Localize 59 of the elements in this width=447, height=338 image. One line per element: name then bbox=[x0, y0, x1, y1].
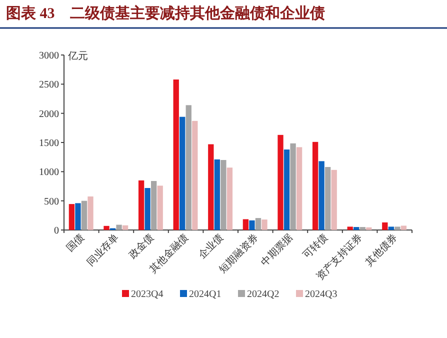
y-tick-label: 0 bbox=[54, 226, 59, 236]
bar bbox=[88, 196, 94, 230]
bar bbox=[382, 222, 388, 230]
bar bbox=[208, 144, 214, 230]
legend-label: 2024Q3 bbox=[305, 289, 338, 300]
bar bbox=[388, 226, 394, 230]
chart-title: 图表 43 二级债基主要减持其他金融债和企业债 bbox=[6, 4, 325, 22]
bar bbox=[138, 180, 144, 230]
bar bbox=[296, 147, 302, 230]
bar bbox=[242, 219, 249, 230]
legend-label: 2024Q2 bbox=[247, 289, 280, 300]
bar bbox=[226, 168, 233, 230]
bar bbox=[104, 226, 110, 230]
bar bbox=[278, 134, 284, 230]
x-tick-label: 其他债券 bbox=[362, 232, 400, 268]
y-tick-label: 2500 bbox=[39, 80, 59, 91]
x-tick-label: 国债 bbox=[64, 232, 87, 254]
bar bbox=[81, 200, 88, 230]
bar bbox=[366, 227, 372, 230]
y-tick-label: 500 bbox=[44, 196, 59, 208]
bar bbox=[68, 204, 75, 230]
bar bbox=[347, 226, 353, 230]
bar bbox=[116, 224, 122, 230]
bar bbox=[284, 150, 290, 230]
bar bbox=[186, 105, 192, 230]
bar bbox=[290, 143, 296, 230]
y-axis-title: 亿元 bbox=[67, 51, 88, 62]
bar bbox=[354, 227, 360, 230]
bar bbox=[173, 80, 179, 230]
y-tick-label: 1500 bbox=[39, 138, 59, 149]
bar bbox=[400, 226, 407, 230]
bar bbox=[249, 220, 255, 230]
bar bbox=[220, 160, 226, 230]
x-tick-label: 中期票据 bbox=[258, 232, 296, 268]
bar bbox=[214, 159, 220, 230]
legend-label: 2023Q4 bbox=[131, 289, 164, 300]
bar bbox=[157, 186, 163, 230]
bar bbox=[325, 167, 331, 230]
bar bbox=[312, 142, 318, 230]
x-tick-label: 企业债 bbox=[196, 232, 226, 262]
x-tick-label: 可转债 bbox=[300, 232, 330, 262]
bar bbox=[318, 161, 324, 230]
bar bbox=[75, 203, 81, 230]
bar bbox=[192, 120, 198, 230]
bar bbox=[255, 218, 262, 230]
legend-label: 2024Q1 bbox=[189, 289, 222, 300]
x-tick-label: 政金债 bbox=[126, 232, 156, 262]
y-tick-label: 2000 bbox=[39, 108, 59, 120]
bar bbox=[144, 188, 150, 230]
bar bbox=[122, 225, 128, 230]
y-tick-label: 1000 bbox=[39, 167, 59, 178]
bar bbox=[394, 226, 400, 230]
bar bbox=[331, 170, 337, 230]
y-tick-label: 3000 bbox=[39, 50, 59, 62]
bar bbox=[180, 116, 186, 230]
x-tick-label: 同业存单 bbox=[84, 232, 122, 268]
bar bbox=[262, 220, 268, 230]
bar bbox=[151, 181, 157, 230]
bar bbox=[360, 227, 366, 230]
